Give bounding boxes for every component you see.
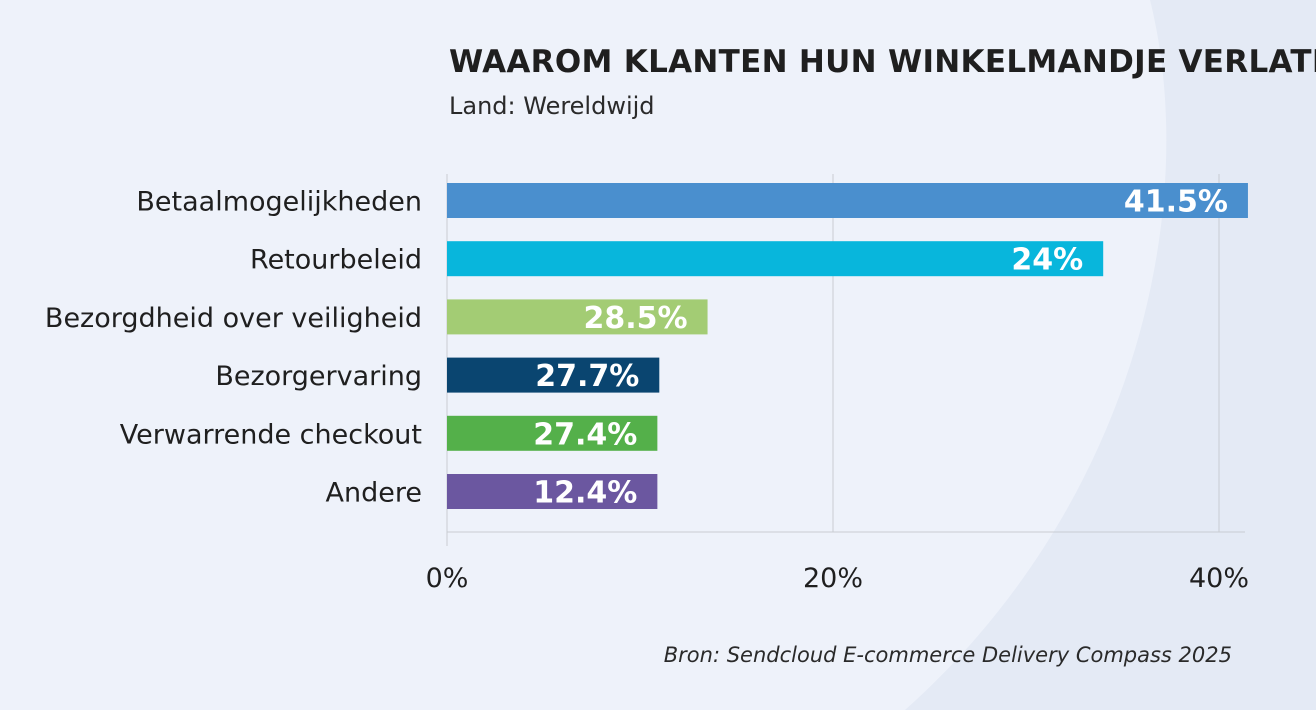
data-label-andere: 12.4% bbox=[533, 476, 637, 511]
bar-andere bbox=[447, 474, 658, 509]
chart-title: WAAROM KLANTEN HUN WINKELMANDJE VERLATEN bbox=[449, 44, 1316, 80]
category-label-bezorgervaring: Bezorgervaring bbox=[215, 361, 422, 392]
chart-subtitle: Land: Wereldwijd bbox=[449, 92, 655, 120]
bar-bezorgdheid-over-veiligheid bbox=[447, 299, 708, 335]
bar-verwarrende-checkout bbox=[447, 415, 658, 451]
category-label-bezorgdheid-over-veiligheid: Bezorgdheid over veiligheid bbox=[45, 303, 422, 334]
x-tick-label-40: 40% bbox=[1189, 563, 1249, 594]
bar-retourbeleid bbox=[447, 241, 1104, 277]
category-label-verwarrende-checkout: Verwarrende checkout bbox=[120, 419, 422, 450]
data-label-retourbeleid: 24% bbox=[1011, 243, 1083, 278]
category-label-andere: Andere bbox=[326, 478, 422, 509]
category-label-betaalmogelijkheden: Betaalmogelijkheden bbox=[136, 187, 422, 218]
data-label-verwarrende-checkout: 27.4% bbox=[533, 417, 637, 452]
bar-bezorgervaring bbox=[447, 357, 660, 393]
x-tick-label-20: 20% bbox=[803, 563, 863, 594]
x-tick-label-0: 0% bbox=[426, 563, 469, 594]
data-label-bezorgdheid-over-veiligheid: 28.5% bbox=[583, 301, 687, 336]
data-label-betaalmogelijkheden: 41.5% bbox=[1124, 185, 1228, 220]
data-label-bezorgervaring: 27.7% bbox=[535, 359, 639, 394]
category-label-retourbeleid: Retourbeleid bbox=[250, 245, 422, 276]
chart-source: Bron: Sendcloud E-commerce Delivery Comp… bbox=[663, 643, 1232, 667]
bar-betaalmogelijkheden bbox=[447, 183, 1248, 218]
